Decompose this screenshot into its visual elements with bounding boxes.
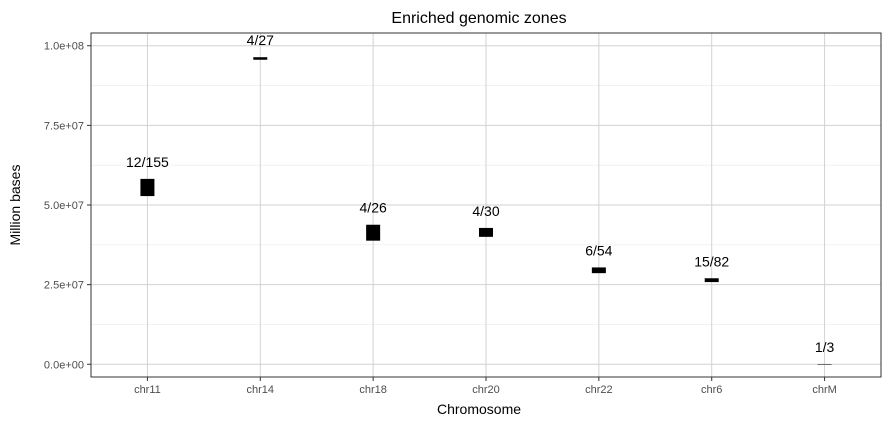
zone-label: 12/155 — [126, 154, 169, 170]
zone-label: 15/82 — [694, 253, 729, 269]
x-tick-label: chr18 — [359, 384, 387, 396]
x-tick-label: chr20 — [472, 384, 500, 396]
zone-bar — [253, 57, 268, 60]
panel-border — [90, 32, 882, 378]
chart-title: Enriched genomic zones — [391, 10, 566, 27]
zone-bar — [479, 227, 493, 237]
zone-bar — [366, 224, 381, 241]
y-axis-title: Million bases — [7, 165, 23, 246]
zone-label: 4/27 — [247, 32, 274, 48]
x-axis-title: Chromosome — [437, 401, 521, 417]
zone-label: 1/3 — [815, 339, 835, 355]
x-tick-label: chr14 — [247, 384, 275, 396]
zone-label: 6/54 — [585, 242, 612, 258]
x-tick-label: chr22 — [585, 384, 613, 396]
zone-bar — [591, 267, 606, 274]
zone-label: 4/30 — [472, 203, 499, 219]
y-tick-label: 2.5e+07 — [44, 280, 84, 292]
y-tick-label: 7.5e+07 — [44, 120, 84, 132]
x-tick-label: chr6 — [701, 384, 722, 396]
y-tick-label: 5.0e+07 — [44, 200, 84, 212]
x-tick-label: chr11 — [134, 384, 161, 396]
zone-bar — [140, 178, 155, 197]
zone-bar — [817, 364, 832, 365]
y-tick-label: 1.0e+08 — [44, 41, 84, 53]
zone-label: 4/26 — [360, 200, 387, 216]
y-tick-label: 0.0e+00 — [44, 359, 84, 371]
x-tick-label: chrM — [812, 384, 836, 396]
zone-bar — [704, 278, 719, 283]
plot-area: 0.0e+00 2.5e+07 5.0e+07 7.5e+07 1.0e+08 chr11… — [44, 32, 882, 396]
